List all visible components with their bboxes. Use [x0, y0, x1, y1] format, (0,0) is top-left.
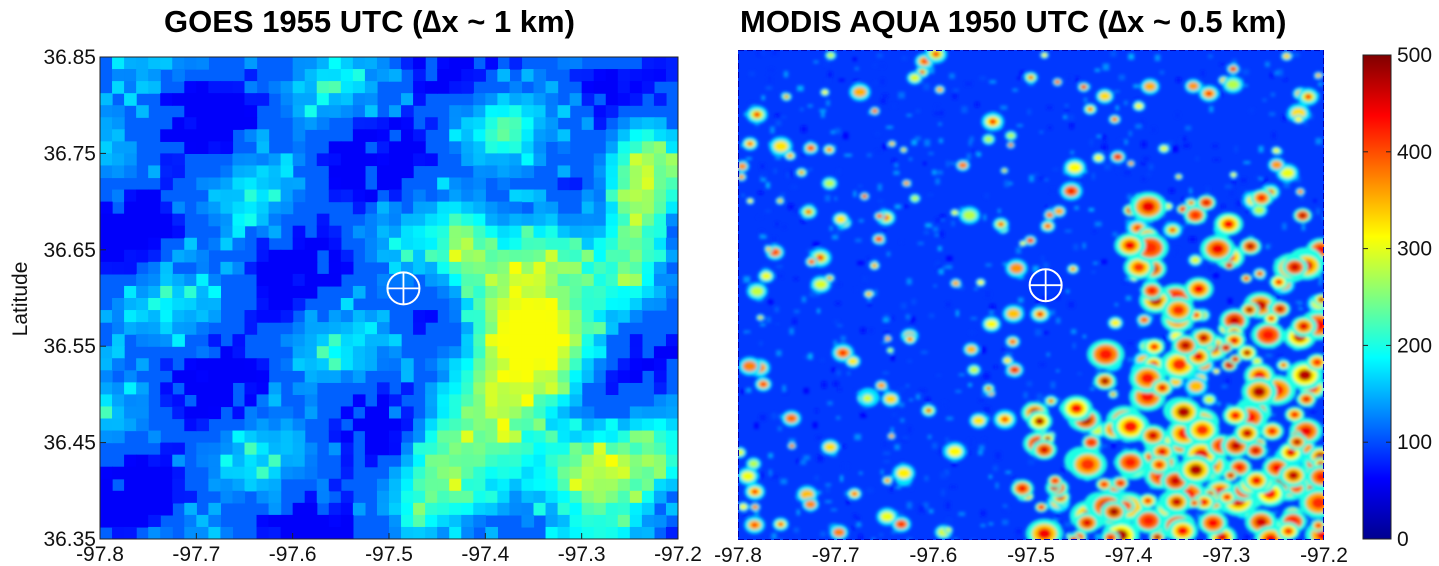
right-x-tick-label: -97.7	[812, 544, 860, 566]
colorbar-gradient	[1362, 54, 1392, 540]
left-y-tick-label: 36.55	[43, 335, 96, 358]
right-x-tick-label: -97.8	[714, 544, 762, 566]
goes-heatmap	[100, 57, 678, 539]
colorbar-tick-label: 100	[1397, 431, 1432, 454]
left-y-tick-label: 36.45	[43, 432, 96, 455]
left-x-tick-label: -97.6	[269, 543, 317, 566]
right-chart-title: MODIS AQUA 1950 UTC (∆x ~ 0.5 km)	[740, 4, 1287, 39]
left-y-tick-label: 36.75	[43, 142, 96, 165]
left-x-tick-label: -97.3	[558, 543, 606, 566]
right-x-tick-label: -97.5	[1007, 544, 1055, 566]
left-chart-title: GOES 1955 UTC (∆x ~ 1 km)	[164, 4, 575, 39]
right-x-tick-label: -97.6	[909, 544, 957, 566]
left-x-tick-label: -97.8	[76, 543, 124, 566]
colorbar-tick-label: 400	[1397, 141, 1432, 164]
left-y-tick-label: 36.85	[43, 46, 96, 69]
left-y-tick-label: 36.35	[43, 528, 96, 551]
colorbar: 0 100 200 300 400 500	[1362, 44, 1432, 551]
colorbar-tick-label: 0	[1397, 528, 1409, 551]
left-x-tick-label: -97.2	[654, 543, 702, 566]
right-x-tick-label: -97.2	[1300, 544, 1348, 566]
colorbar-tick-label: 500	[1397, 44, 1432, 67]
left-y-axis-label: Latitude	[9, 262, 32, 337]
left-x-tick-label: -97.7	[172, 543, 220, 566]
colorbar-tick-label: 300	[1397, 238, 1432, 261]
right-axes: -97.8 -97.7 -97.6 -97.5 -97.4 -97.3 -97.2	[714, 268, 1348, 566]
left-x-tick-label: -97.4	[461, 543, 509, 566]
left-axes: -97.8 -97.7 -97.6 -97.5 -97.4 -97.3 -97.2 36.85…	[9, 46, 702, 566]
right-x-tick-label: -97.4	[1105, 544, 1153, 566]
right-crosshair-icon	[1028, 268, 1063, 303]
colorbar-tick-label: 200	[1397, 334, 1432, 357]
left-y-tick-label: 36.65	[43, 239, 96, 262]
left-x-tick-label: -97.5	[365, 543, 413, 566]
modis-heatmap	[738, 50, 1324, 540]
right-x-tick-label: -97.3	[1202, 544, 1250, 566]
left-crosshair-icon	[386, 271, 421, 306]
